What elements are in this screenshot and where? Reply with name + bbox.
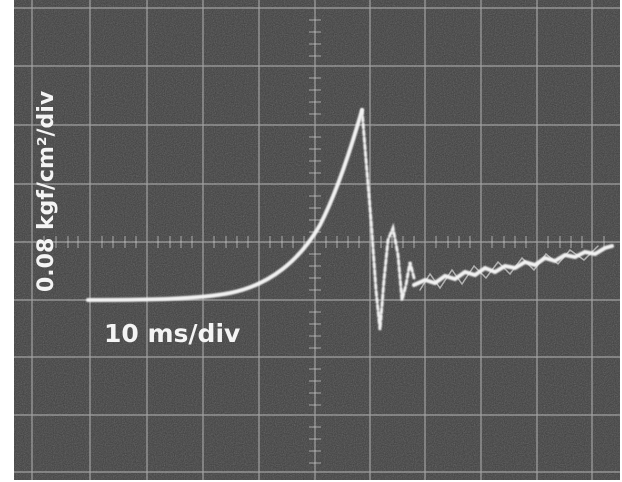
horizontal-scale-label: 10 ms/div (104, 319, 240, 348)
oscilloscope-screen: 0.08 kgf/cm²/div 10 ms/div (0, 0, 622, 482)
vertical-scale-label: 0.08 kgf/cm²/div (34, 90, 59, 292)
screen-grain (14, 0, 620, 480)
page: 0.08 kgf/cm²/div 10 ms/div (() => { cons… (0, 0, 622, 482)
